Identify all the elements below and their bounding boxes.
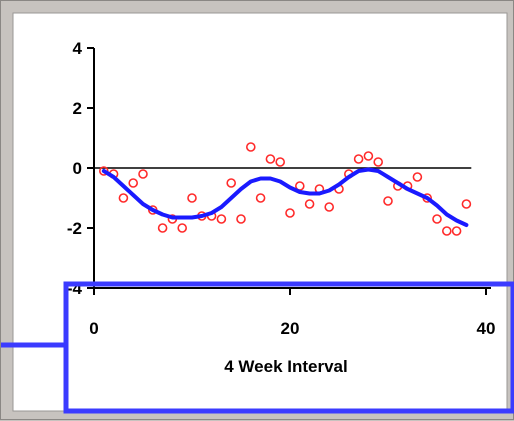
y-tick-label: 2	[73, 99, 82, 118]
data-point	[363, 151, 374, 161]
data-point	[187, 193, 197, 203]
data-point	[177, 223, 187, 233]
data-point	[216, 214, 227, 224]
data-point	[236, 214, 246, 224]
y-tick-label: 0	[73, 159, 82, 178]
x-tick-label: 40	[477, 319, 496, 338]
data-point	[383, 196, 393, 206]
data-point	[304, 199, 315, 209]
y-tick-label: -2	[67, 219, 82, 238]
x-axis-title: 4 Week Interval	[224, 357, 347, 376]
data-point	[412, 172, 423, 182]
data-point	[157, 223, 168, 233]
data-point	[128, 178, 138, 188]
data-point	[246, 142, 256, 152]
data-point	[99, 166, 109, 176]
data-point	[285, 208, 295, 218]
data-point	[255, 193, 266, 203]
data-point	[432, 214, 442, 224]
data-point	[226, 178, 236, 188]
data-point	[138, 169, 148, 179]
data-point	[324, 202, 335, 212]
x-tick-group: 0 20 40	[89, 288, 495, 338]
data-point	[118, 193, 129, 203]
x-tick-label: 0	[89, 319, 98, 338]
plot-panel	[12, 12, 508, 412]
data-point	[441, 226, 452, 236]
data-point	[451, 226, 462, 236]
x-tick-label: 20	[281, 319, 300, 338]
data-point	[275, 157, 286, 167]
data-point	[353, 154, 364, 164]
data-point	[265, 154, 276, 164]
smoothed-trend-line	[101, 167, 469, 227]
data-point	[373, 157, 384, 167]
y-tick-label: 4	[73, 39, 83, 58]
data-point	[461, 199, 472, 209]
